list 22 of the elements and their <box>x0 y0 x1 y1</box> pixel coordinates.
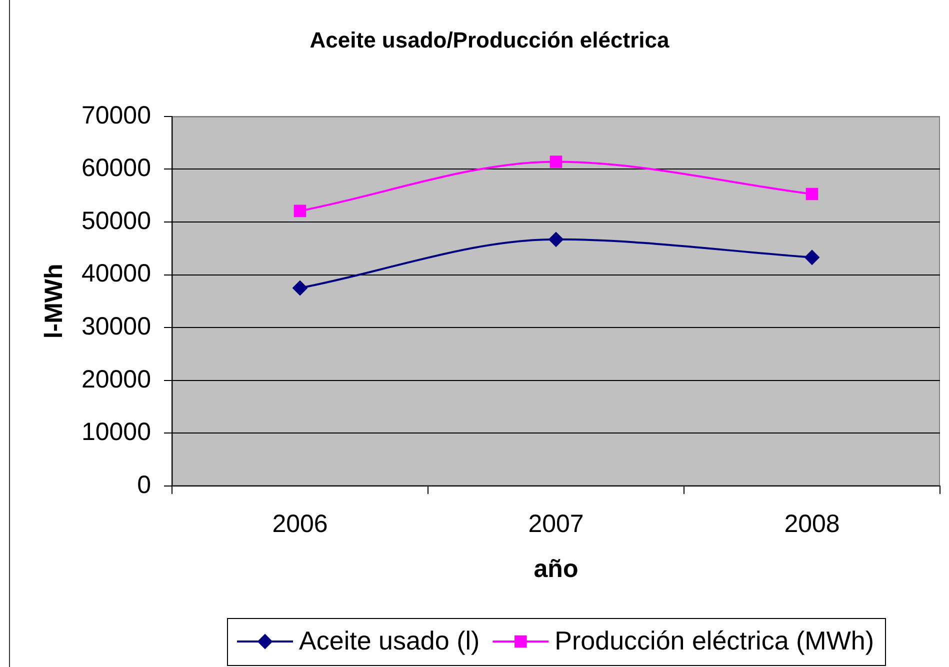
y-tick-label: 20000 <box>81 365 151 394</box>
chart-title: Aceite usado/Producción eléctrica <box>310 27 670 52</box>
point <box>292 280 308 296</box>
point <box>806 188 818 200</box>
x-tick-label: 2006 <box>272 510 328 538</box>
y-tick-label: 60000 <box>81 154 151 182</box>
y-tick-label: 0 <box>137 470 151 499</box>
point <box>548 232 564 247</box>
y-tick-label: 10000 <box>81 418 151 446</box>
legend-label: Aceite usado (l) <box>299 626 480 656</box>
y-tick-label: 50000 <box>81 206 151 235</box>
legend-label: Producción eléctrica (MWh) <box>554 626 874 656</box>
x-tick-label: 2007 <box>528 510 584 538</box>
y-tick-label: 70000 <box>81 101 151 130</box>
y-tick-label: 40000 <box>81 260 151 288</box>
point <box>550 156 562 168</box>
point <box>804 250 820 265</box>
x-tick-label: 2008 <box>784 510 840 538</box>
x-axis-title: año <box>534 554 578 583</box>
y-axis-title: l-MWh <box>40 264 68 339</box>
point <box>294 204 306 218</box>
y-tick-label: 30000 <box>81 312 151 340</box>
